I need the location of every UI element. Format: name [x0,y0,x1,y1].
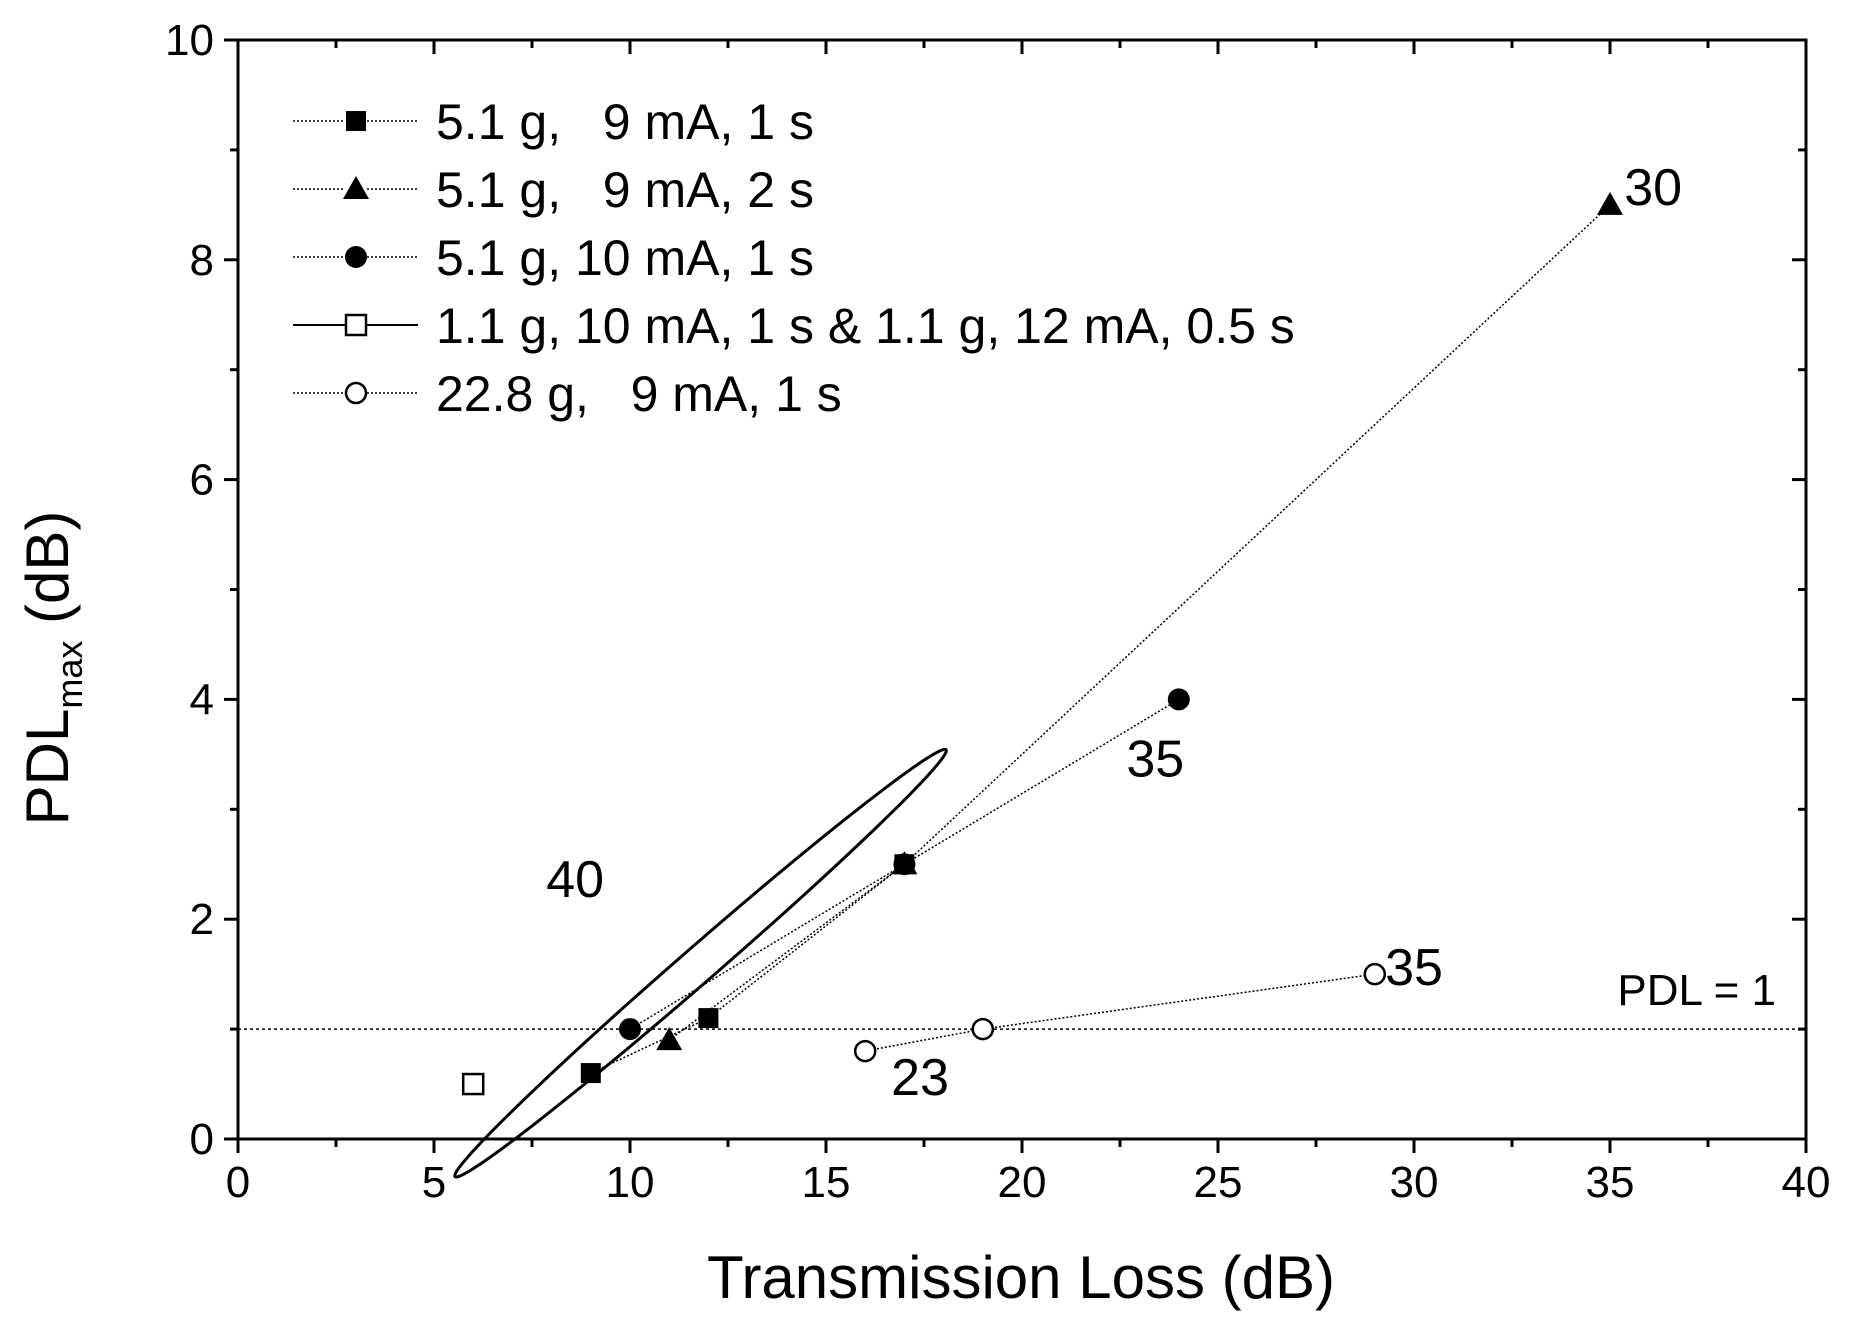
data-point-circle-filled [1167,688,1190,711]
data-point-square-open [461,1072,485,1096]
y-tick-label: 4 [190,675,214,724]
x-tick-label: 5 [422,1158,446,1207]
x-tick-label: 40 [1782,1158,1831,1207]
data-point-circle-open [971,1017,995,1041]
legend-marker-square-open [344,313,368,337]
data-point-triangle-filled [656,1027,683,1051]
series-line [865,973,1375,1052]
y-axis-title: PDLmax (dB) [14,511,90,826]
legend-marker-triangle-filled [343,176,369,199]
data-point-square-filled [580,1063,601,1084]
legend-label: 22.8 g, 9 mA, 1 s [436,366,842,422]
x-tick-label: 10 [606,1158,655,1207]
grouping-ellipse [453,747,948,1179]
y-tick-label: 2 [190,895,214,944]
legend-label: 5.1 g, 9 mA, 1 s [436,94,814,150]
y-tick-label: 6 [190,456,214,505]
data-point-triangle-filled [1597,191,1623,215]
point-annotation: 30 [1624,159,1682,217]
legend-marker-circle-open [344,381,368,405]
legend-label: 5.1 g, 10 mA, 1 s [436,230,814,286]
x-axis-title: Transmission Loss (dB) [707,1244,1335,1311]
point-annotation: 40 [546,851,604,909]
data-point-circle-open [853,1039,877,1063]
annotations: 30 35 40 35 23 [546,159,1682,1107]
y-axis-title-suffix: (dB) [14,511,81,641]
x-tick-label: 20 [998,1158,1047,1207]
y-axis-title-base: PDL [14,709,81,826]
legend-marker-square-filled [346,111,366,131]
ellipse-layer [453,747,948,1179]
data-point-square-filled [698,1008,719,1029]
data-point-circle-open [1363,962,1387,986]
reference-line-label: PDL = 1 [1617,966,1776,1015]
x-tick-label: 25 [1194,1158,1243,1207]
data-point-circle-filled [893,853,916,876]
y-tick-label: 8 [190,236,214,285]
x-tick-label: 30 [1390,1158,1439,1207]
legend-label: 1.1 g, 10 mA, 1 s & 1.1 g, 12 mA, 0.5 s [436,298,1295,354]
x-tick-label: 35 [1586,1158,1635,1207]
y-tick-label: 0 [190,1115,214,1164]
x-tick-label: 15 [802,1158,851,1207]
legend: 5.1 g, 9 mA, 1 s 5.1 g, 9 mA, 2 s 5.1 g, 1… [293,94,1295,422]
data-point-circle-filled [619,1018,641,1041]
point-annotation: 23 [891,1049,949,1107]
y-axis-title-subscript: max [49,641,90,709]
legend-marker-circle-filled [345,246,367,268]
point-annotation: 35 [1385,939,1443,997]
point-annotation: 35 [1126,730,1184,788]
axis-ticks: 0 5 10 15 20 25 30 35 40 0 2 4 6 8 10 [165,16,1830,1207]
y-tick-label: 10 [165,16,214,65]
x-tick-label: 0 [226,1158,250,1207]
data-markers [461,191,1623,1096]
legend-label: 5.1 g, 9 mA, 2 s [436,162,814,218]
